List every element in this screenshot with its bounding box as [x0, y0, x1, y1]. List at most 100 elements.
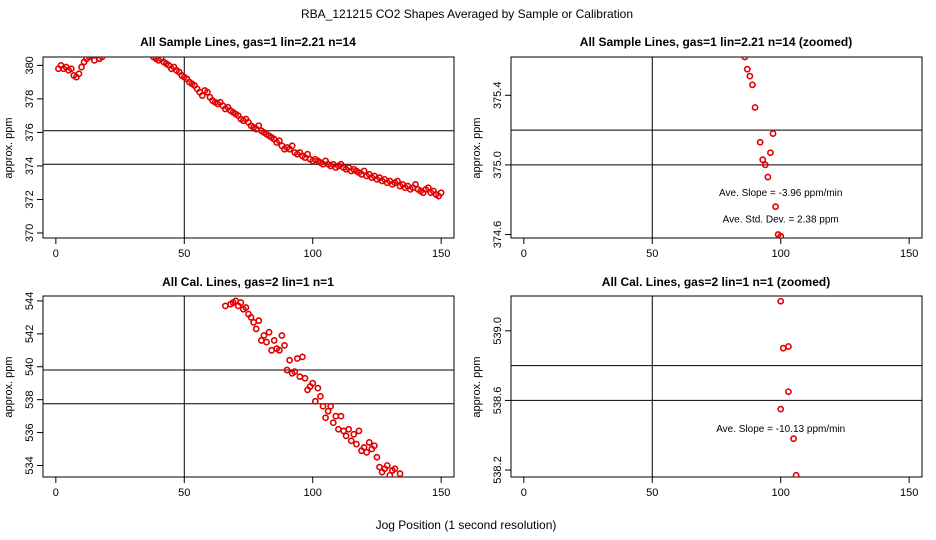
y-tick-label: 544	[24, 292, 36, 310]
data-point	[327, 402, 335, 410]
y-tick-label: 376	[24, 123, 36, 141]
data-point	[329, 419, 337, 427]
plot-frame	[510, 56, 923, 239]
data-point	[242, 304, 250, 311]
data-point	[749, 81, 756, 89]
data-point	[311, 397, 319, 405]
data-point	[386, 471, 394, 477]
panel-title: All Cal. Lines, gas=2 lin=1 n=1	[162, 275, 334, 289]
data-point	[322, 414, 329, 422]
data-point	[383, 462, 391, 469]
data-point	[317, 392, 324, 400]
data-point	[746, 72, 754, 80]
data-point	[265, 328, 273, 336]
data-point	[278, 332, 286, 339]
data-point	[772, 203, 779, 211]
x-tick-label: 0	[521, 248, 527, 260]
data-series	[777, 297, 800, 477]
data-series	[741, 57, 785, 238]
data-point	[424, 184, 432, 192]
data-point	[237, 299, 245, 306]
panel-title: All Sample Lines, gas=1 lin=2.21 n=14 (z…	[580, 35, 852, 49]
x-tick-label: 0	[521, 487, 527, 499]
y-tick-label: 539.0	[492, 317, 504, 345]
x-tick-label: 150	[432, 248, 450, 260]
y-axis-label: approx. ppm	[471, 117, 483, 178]
x-tick-label: 50	[178, 248, 190, 260]
data-point	[373, 453, 381, 461]
data-point	[777, 232, 785, 238]
y-axis-label: approx. ppm	[471, 356, 483, 417]
y-tick-label: 534	[24, 456, 36, 474]
data-point	[391, 465, 399, 473]
data-point	[324, 407, 332, 415]
y-tick-label: 542	[24, 325, 36, 343]
data-point	[255, 317, 263, 325]
data-point	[304, 150, 311, 158]
data-point	[260, 332, 268, 339]
y-tick-label: 538	[24, 390, 36, 408]
data-point	[263, 338, 270, 346]
data-point	[437, 189, 445, 197]
figure-x-axis-label: Jog Position (1 second resolution)	[376, 518, 557, 532]
x-tick-label: 100	[304, 248, 322, 260]
data-point	[85, 57, 93, 61]
data-point	[345, 425, 353, 433]
data-point	[286, 356, 293, 364]
data-point	[275, 137, 283, 145]
x-tick-label: 150	[432, 487, 450, 499]
data-point	[767, 149, 774, 157]
y-tick-label: 370	[24, 224, 36, 242]
x-tick-label: 0	[53, 487, 59, 499]
data-point	[281, 341, 288, 349]
panel-sample-lines: All Sample Lines, gas=1 lin=2.21 n=14 ap…	[3, 35, 455, 260]
data-point	[283, 366, 291, 374]
y-tick-label: 380	[24, 56, 36, 74]
data-series	[221, 297, 404, 477]
x-tick-label: 100	[772, 487, 790, 499]
data-point	[96, 57, 103, 63]
data-point	[98, 57, 106, 61]
data-point	[319, 402, 327, 410]
panel-title: All Cal. Lines, gas=2 lin=1 n=1 (zoomed)	[602, 275, 830, 289]
y-tick-label: 540	[24, 358, 36, 376]
y-tick-label: 374.6	[492, 221, 504, 249]
x-tick-label: 50	[646, 487, 658, 499]
data-point	[785, 388, 792, 396]
data-point	[360, 443, 368, 451]
data-point	[370, 442, 378, 450]
x-tick-label: 50	[646, 248, 658, 260]
x-tick-label: 100	[304, 487, 322, 499]
data-point	[299, 353, 306, 361]
plot-frame	[42, 295, 455, 478]
y-tick-label: 375.4	[492, 82, 504, 110]
data-point	[88, 57, 95, 59]
x-tick-label: 50	[178, 487, 190, 499]
data-point	[777, 297, 785, 305]
panel-title: All Sample Lines, gas=1 lin=2.21 n=14	[140, 35, 356, 49]
y-tick-label: 536	[24, 423, 36, 441]
data-point	[270, 337, 278, 344]
data-point	[350, 430, 358, 438]
data-point	[792, 471, 800, 477]
x-tick-label: 0	[53, 248, 59, 260]
data-point	[255, 122, 263, 130]
panel-sample-lines-zoomed: All Sample Lines, gas=1 lin=2.21 n=14 (z…	[471, 35, 923, 260]
y-axis-label: approx. ppm	[3, 356, 15, 417]
data-point	[365, 439, 373, 446]
data-point	[363, 448, 371, 456]
data-series	[55, 57, 445, 200]
data-point	[198, 92, 206, 99]
data-point	[769, 130, 777, 137]
data-point	[759, 156, 767, 164]
data-point	[83, 57, 91, 63]
y-tick-label: 374	[24, 157, 36, 175]
data-point	[396, 470, 404, 477]
data-point	[314, 384, 322, 392]
y-tick-label: 538.2	[492, 456, 504, 484]
data-point	[790, 435, 797, 443]
figure-title: RBA_121215 CO2 Shapes Averaged by Sample…	[301, 7, 633, 21]
data-point	[756, 138, 764, 146]
data-point	[751, 104, 759, 111]
